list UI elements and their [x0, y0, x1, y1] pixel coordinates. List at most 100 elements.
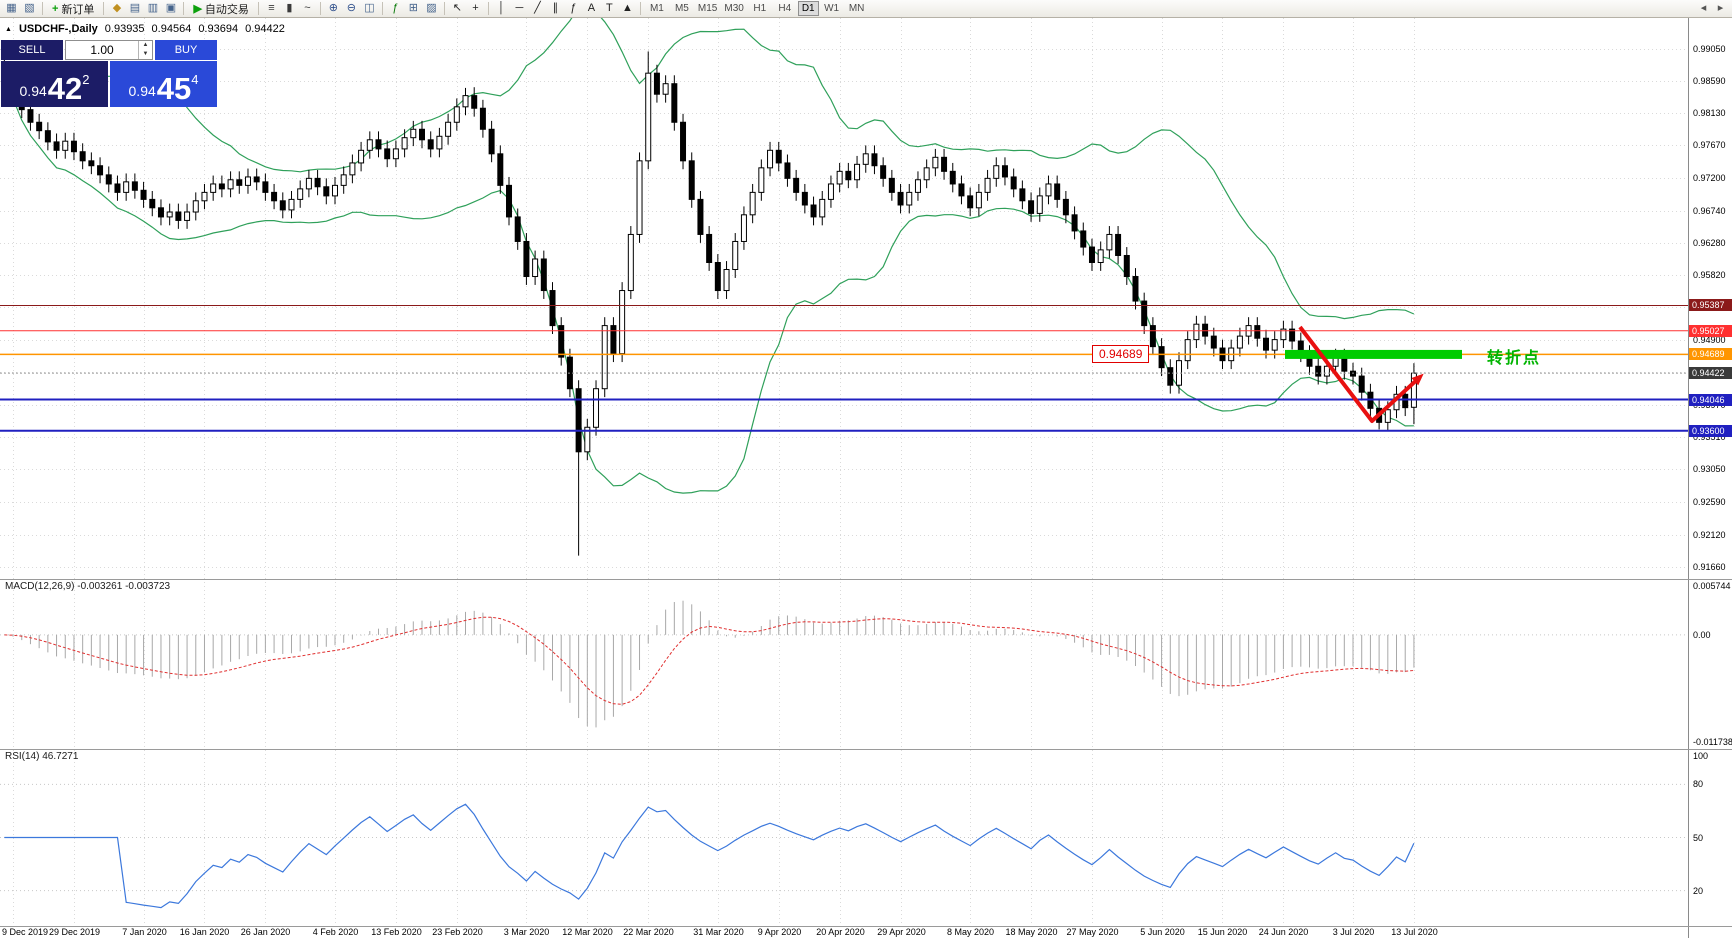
price-tick: 0.94900 — [1693, 334, 1726, 345]
timeframe-m30[interactable]: M30 — [724, 3, 744, 14]
zoom-out-icon[interactable]: ⊖ — [346, 2, 357, 14]
panel-separator[interactable] — [0, 749, 1732, 750]
volume-down-icon[interactable]: ▼ — [142, 51, 149, 57]
market-watch-icon[interactable]: ▤ — [129, 2, 141, 14]
buy-button[interactable]: BUY — [155, 40, 217, 60]
bar-high: 0.94564 — [151, 23, 192, 35]
macd-signal-line — [4, 616, 1414, 705]
zoom-in-icon[interactable]: ⊕ — [328, 2, 339, 14]
trendline-icon[interactable]: ╱ — [534, 2, 541, 14]
timeframe-mn[interactable]: MN — [848, 3, 865, 14]
price-badge-0.94046: 0.94046 — [1689, 393, 1732, 406]
new-chart-icon[interactable]: ▦ — [6, 2, 17, 14]
price-tick: 0.99050 — [1693, 43, 1726, 54]
symbol-name: USDCHF-,Daily — [18, 23, 98, 35]
sell-button[interactable]: SELL — [1, 40, 63, 60]
chart-icon: ▲ — [5, 25, 12, 33]
bar-low: 0.93694 — [198, 23, 239, 35]
auto-trading-icon: ▶ — [193, 3, 202, 15]
vertical-line-icon[interactable]: │ — [497, 2, 505, 14]
indicator-window-icon[interactable]: ⊞ — [408, 2, 419, 14]
price-badge-0.94422: 0.94422 — [1689, 367, 1732, 380]
price-badge-0.95027: 0.95027 — [1689, 324, 1732, 337]
scroll-right-icon[interactable]: ▸ — [1717, 2, 1724, 14]
time-label: 15 Jun 2020 — [1197, 927, 1248, 937]
templates-icon[interactable]: ▨ — [426, 2, 437, 14]
new-order-button-label: 新订单 — [61, 3, 95, 16]
price-axis[interactable]: 0.99050 0.98590 0.98130 0.97670 0.97200 0.967… — [1688, 18, 1732, 938]
new-order-icon: + — [52, 2, 59, 15]
metaeditor-icon[interactable]: ◆ — [112, 2, 122, 14]
volume-up-icon[interactable]: ▲ — [142, 42, 149, 48]
buy-price[interactable]: 0.94 45 4 — [110, 61, 217, 107]
time-label: 4 Feb 2020 — [312, 927, 359, 937]
time-label: 22 Mar 2020 — [623, 927, 674, 937]
time-label: 18 May 2020 — [1005, 927, 1058, 937]
price-annotation-label[interactable]: 0.94689 — [1092, 345, 1150, 363]
auto-trading-button[interactable]: ▶ 自动交易 — [188, 1, 253, 16]
bar-close: 0.94422 — [245, 23, 285, 35]
cursor-icon[interactable]: ↖ — [452, 2, 463, 14]
price-tick: 0.92590 — [1693, 496, 1726, 507]
price-tick: 0.96280 — [1693, 237, 1726, 248]
price-tick: 0.96740 — [1693, 205, 1726, 216]
timeframe-m15[interactable]: M15 — [697, 3, 718, 14]
sell-price[interactable]: 0.94 42 2 — [1, 61, 108, 107]
chart-candles-icon[interactable]: ▮ — [286, 2, 293, 14]
turning-point-label[interactable]: 转折点 — [1487, 350, 1542, 367]
panel-separator[interactable] — [0, 579, 1732, 580]
time-label: 3 Mar 2020 — [503, 927, 550, 937]
price-tick: 0.98590 — [1693, 75, 1726, 86]
channel-icon[interactable]: ∥ — [552, 2, 559, 14]
macd-axis-zero: 0.00 — [1693, 629, 1711, 640]
panel-separator — [0, 926, 1732, 927]
rsi-axis-80: 80 — [1693, 779, 1704, 790]
candles — [1, 51, 1417, 556]
label-icon[interactable]: T — [606, 2, 613, 14]
fibonacci-icon[interactable]: ƒ — [570, 2, 577, 14]
timeframe-m5[interactable]: M5 — [674, 3, 689, 14]
indicators-icon[interactable]: ƒ — [392, 2, 399, 14]
terminal-icon[interactable]: ▣ — [165, 2, 177, 14]
arrows-icon[interactable]: ▲ — [621, 2, 633, 14]
rsi-axis-20: 20 — [1693, 885, 1704, 896]
toolbar-separator — [42, 2, 43, 15]
time-axis[interactable]: 9 Dec 2019 29 Dec 2019 7 Jan 2020 16 Jan 20… — [0, 926, 1688, 938]
volume-value[interactable]: 1.00 — [90, 43, 114, 57]
text-icon[interactable]: A — [587, 2, 596, 14]
timeframe-d1[interactable]: D1 — [797, 1, 819, 16]
timeframe-h1[interactable]: H1 — [753, 3, 767, 14]
toolbar-separator — [639, 2, 641, 15]
price-tick: 0.98130 — [1693, 108, 1726, 119]
scroll-left-icon[interactable]: ◂ — [1700, 2, 1707, 14]
tile-windows-icon[interactable]: ◫ — [364, 2, 375, 14]
timeframe-m1[interactable]: M1 — [649, 3, 664, 14]
toolbar-right-group: ◂ ▸ — [1695, 1, 1729, 16]
time-label: 7 Jan 2020 — [122, 927, 167, 937]
rsi-axis-50: 50 — [1693, 832, 1704, 843]
profiles-icon[interactable]: ▧ — [24, 2, 35, 14]
volume-stepper[interactable]: 1.00 ▲ ▼ — [65, 40, 153, 60]
time-label: 26 Jan 2020 — [240, 927, 291, 937]
crosshair-icon[interactable]: + — [472, 2, 479, 14]
rsi-label: RSI(14) 46.7271 — [5, 751, 79, 762]
timeframe-h4[interactable]: H4 — [778, 3, 792, 14]
chart-line-icon[interactable]: ~ — [304, 2, 311, 14]
navigator-icon[interactable]: ▥ — [147, 2, 159, 14]
turning-point-zone[interactable] — [1285, 349, 1462, 359]
macd-label: MACD(12,26,9) -0.003261 -0.003723 — [5, 581, 171, 592]
price-badge-0.95387: 0.95387 — [1689, 299, 1732, 312]
buy-price-pips: 45 — [156, 70, 192, 106]
trend-arrow[interactable] — [1298, 325, 1424, 423]
toolbar-separator — [257, 2, 259, 15]
price-tick: 0.95820 — [1693, 270, 1726, 281]
chart-bars-icon[interactable]: ≡ — [268, 2, 275, 14]
price-badge-0.94689: 0.94689 — [1689, 348, 1732, 361]
chart-plot-area[interactable] — [0, 5, 1688, 926]
new-order-button[interactable]: + 新订单 — [47, 1, 99, 16]
one-click-trading-panel: SELL 1.00 ▲ ▼ BUY 0.94 42 2 0.94 45 4 — [1, 40, 217, 107]
timeframe-w1[interactable]: W1 — [824, 3, 840, 14]
horizontal-line-icon[interactable]: ─ — [515, 2, 524, 14]
time-label: 29 Dec 2019 — [48, 927, 101, 937]
time-label: 31 Mar 2020 — [693, 927, 744, 937]
